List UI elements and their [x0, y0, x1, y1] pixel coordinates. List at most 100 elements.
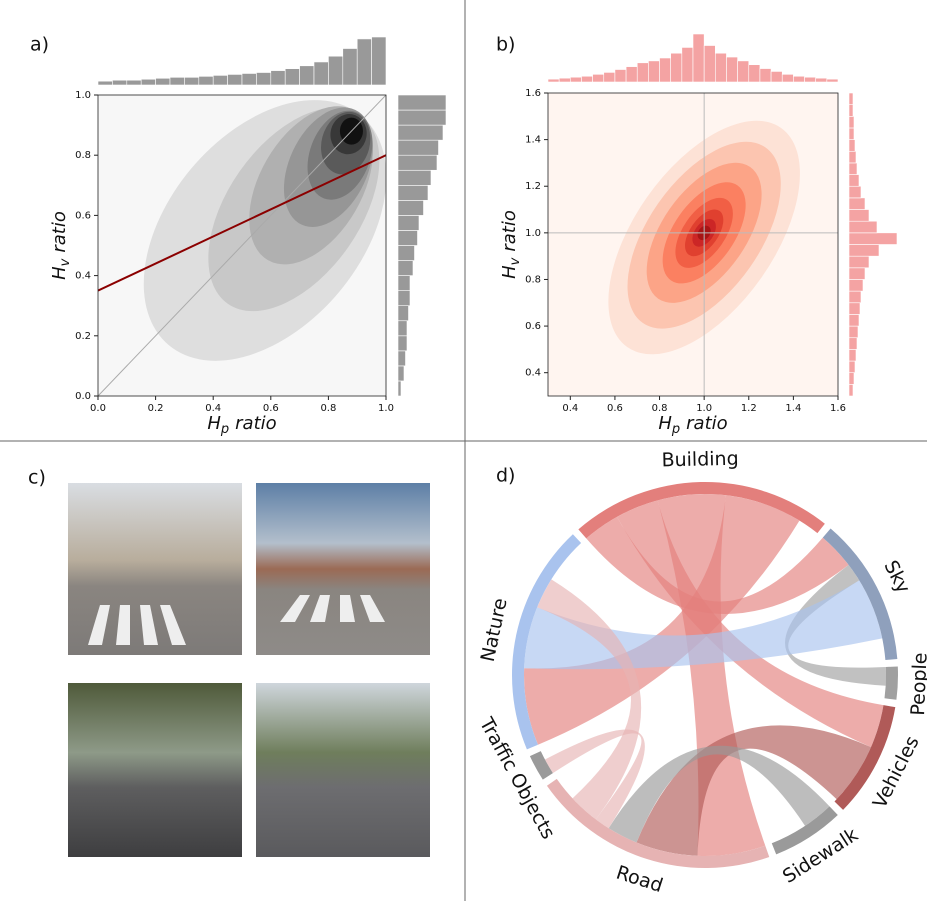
y-tick-label: 1.0	[75, 90, 91, 101]
histogram-bar	[397, 230, 418, 246]
histogram-bar	[848, 162, 858, 175]
histogram-bar	[748, 64, 761, 83]
histogram-bar	[848, 220, 878, 234]
histogram-bar	[342, 48, 358, 86]
plot-frame	[547, 92, 839, 397]
histogram-bar	[681, 47, 694, 83]
histogram-bar	[726, 56, 738, 83]
histogram-bar	[848, 255, 870, 269]
histogram-bar	[848, 244, 880, 257]
chord	[608, 745, 830, 843]
y-tick-label: 0.4	[525, 368, 541, 379]
chord	[617, 500, 884, 748]
histogram-bar	[313, 61, 329, 86]
group-label: Building	[661, 448, 739, 472]
x-tick-label: 0.4	[205, 403, 221, 414]
chord	[537, 579, 642, 820]
histogram-bar	[397, 275, 411, 291]
plot-frame	[97, 94, 387, 397]
y-tick-label: 0.4	[75, 271, 91, 282]
axis-subscript: v	[58, 258, 73, 266]
x-tick-label: 0.6	[607, 403, 623, 414]
histogram-bar	[328, 55, 344, 86]
axis-label: Hv ratio	[49, 211, 73, 280]
histogram-bar	[770, 71, 783, 83]
axis-subscript: p	[220, 422, 229, 437]
group-arc	[546, 778, 770, 868]
histogram-bar	[670, 52, 683, 83]
histogram-bar	[703, 45, 716, 83]
histogram-bar	[848, 104, 854, 117]
histogram-bar	[848, 139, 856, 152]
group-label: Sidewalk	[779, 824, 862, 888]
histogram-bar	[614, 69, 627, 83]
chord	[586, 516, 849, 615]
histogram-bar	[815, 77, 828, 83]
chord	[544, 729, 645, 829]
histogram-bar	[397, 245, 415, 261]
chord	[524, 495, 800, 745]
photos	[68, 483, 430, 857]
fit-line	[98, 154, 386, 292]
y-tick-label: 0.8	[525, 274, 541, 285]
street-photo	[256, 483, 430, 655]
histogram-bar	[848, 174, 860, 187]
histogram-bar	[592, 74, 605, 83]
histogram-bar	[848, 360, 856, 373]
histogram-bar	[184, 77, 200, 86]
street-photo	[68, 683, 242, 857]
y-tick-label: 1.6	[525, 88, 541, 99]
x-tick-label: 0.4	[562, 403, 578, 414]
group-arc	[834, 705, 896, 810]
histogram-bar	[826, 78, 839, 83]
histogram-bar	[270, 70, 286, 86]
histogram-bar	[155, 77, 171, 86]
histogram-bar	[169, 77, 185, 86]
axis-subscript: v	[508, 257, 523, 265]
histogram-bar	[397, 260, 414, 276]
axis-label: Hp ratio	[658, 413, 727, 437]
histogram-bar	[793, 75, 805, 83]
histogram-bar	[212, 75, 228, 86]
histogram-bar	[737, 60, 750, 83]
histogram-bar	[356, 38, 372, 86]
histogram-bar	[848, 209, 870, 222]
histogram-bar	[848, 290, 862, 304]
axis-text: ratio	[235, 413, 277, 434]
street-photo	[256, 683, 430, 857]
histogram-bar	[284, 68, 300, 86]
group-arc	[511, 534, 582, 750]
histogram-bar	[397, 185, 429, 201]
panel-label: b)	[496, 34, 515, 56]
histogram-bar	[299, 65, 315, 86]
x-tick-label: 0.8	[320, 403, 336, 414]
axis-symbol: H	[499, 265, 520, 279]
plot-area	[98, 95, 386, 396]
y-tick-label: 1.0	[525, 228, 541, 239]
histogram-bar	[570, 76, 582, 83]
axis-subscript: p	[671, 422, 680, 437]
y-tick-label: 1.4	[525, 135, 541, 146]
histogram-bar	[112, 79, 128, 86]
histogram-bar	[625, 66, 638, 83]
histogram-bar	[848, 314, 860, 327]
histogram-bar	[848, 337, 858, 350]
chord	[785, 564, 886, 686]
histogram-bar	[848, 197, 866, 210]
histogram-bar	[397, 350, 406, 367]
histogram-bar	[397, 94, 447, 111]
histogram-bar	[603, 72, 616, 83]
histogram-bar	[371, 36, 387, 86]
x-tick-label: 1.0	[696, 403, 712, 414]
panel-label: a)	[30, 34, 49, 56]
group-label: Road	[613, 862, 665, 898]
x-tick-label: 1.2	[741, 403, 757, 414]
histogram-bar	[397, 305, 409, 322]
histogram-bar	[636, 62, 649, 83]
axis-text: ratio	[499, 210, 520, 252]
plot-area	[548, 93, 838, 396]
histogram-bar	[848, 232, 898, 245]
histogram-bar	[848, 185, 862, 199]
fit-line	[98, 95, 386, 396]
